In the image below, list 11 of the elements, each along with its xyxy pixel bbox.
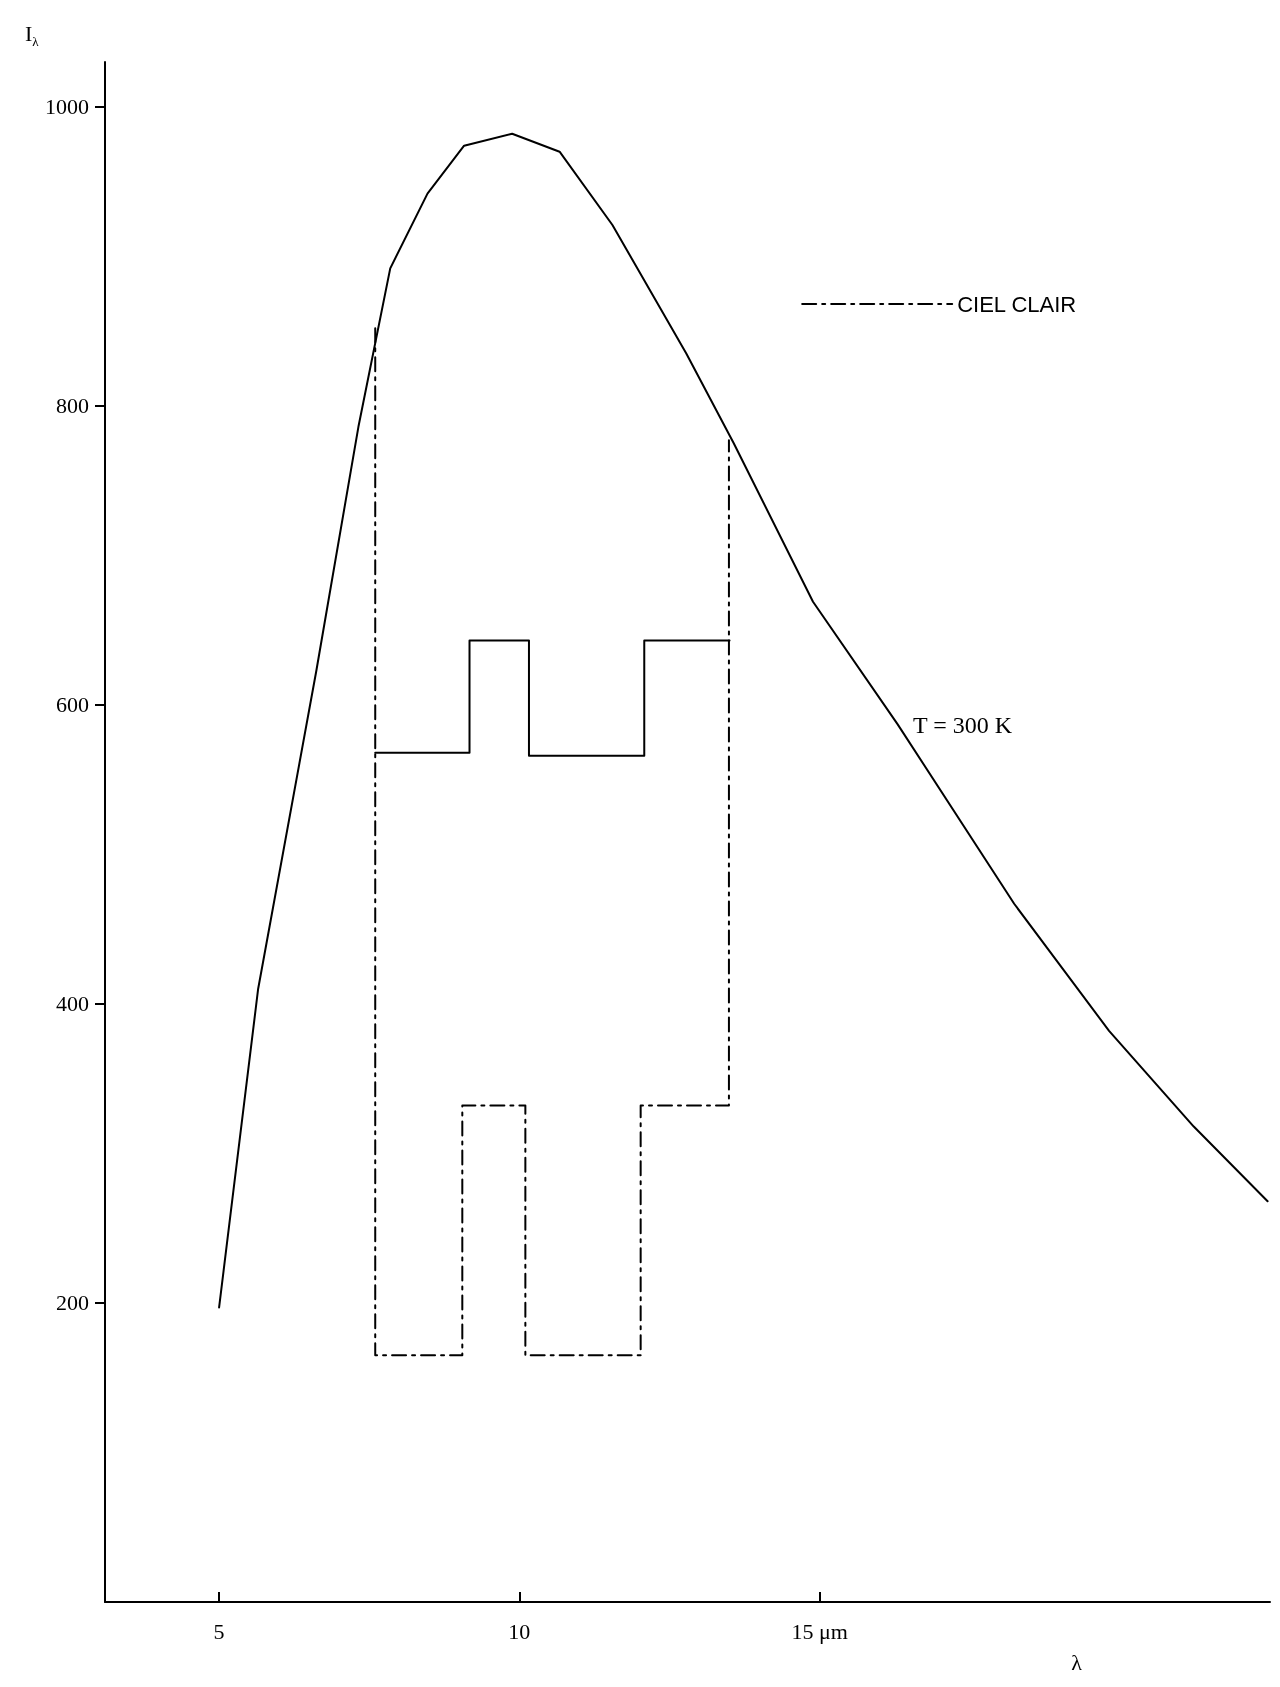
text: CIEL CLAIR [957, 291, 1077, 317]
x-tick-label: 5 [213, 1618, 225, 1644]
x-tick-label: 10 [508, 1618, 531, 1644]
x-axis-title: λ [1071, 1649, 1083, 1675]
y-tick-label: 1000 [45, 94, 89, 120]
y-tick-label: 400 [56, 991, 89, 1017]
annotation: T = 300 K [913, 712, 1013, 738]
y-tick-label: 800 [56, 393, 89, 419]
x-tick-label: 15 μm [791, 1618, 848, 1644]
y-tick-label: 600 [56, 692, 89, 718]
y-tick-label: 200 [56, 1290, 89, 1316]
